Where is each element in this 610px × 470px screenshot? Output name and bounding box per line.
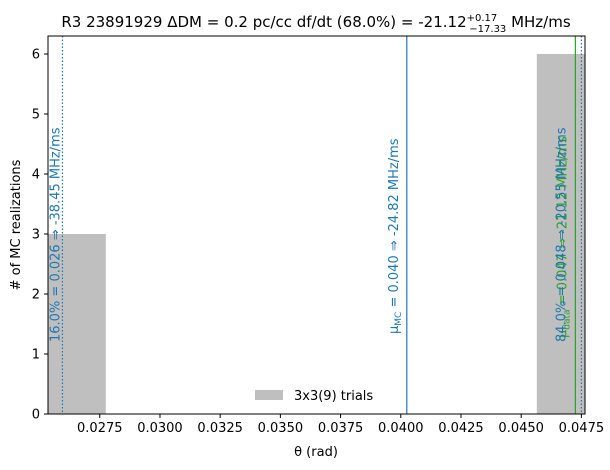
legend-swatch xyxy=(255,390,283,400)
vline-label-rest: = 0.040 ⇒ -24.82 MHz/ms xyxy=(387,138,402,311)
y-tick-label-5: 5 xyxy=(32,108,40,123)
y-tick-label-4: 4 xyxy=(32,168,40,183)
chart-title-main: R3 23891929 ΔDM = 0.2 pc/cc df/dt (68.0%… xyxy=(61,13,466,31)
vline-label-rest: = 0.047 ⇒ -21.12 MHz/ms xyxy=(555,136,570,309)
chart-title-sub: −17.33 xyxy=(469,24,506,35)
vlines-layer: 16.0% = 0.026 ⇒ -38.45 MHz/ms μMC = 0.040… xyxy=(48,36,582,414)
x-tick-label-6: 0.0425 xyxy=(438,421,484,436)
x-tick-label-4: 0.0375 xyxy=(318,421,364,436)
histogram-bar-1 xyxy=(536,54,585,414)
bars-layer xyxy=(48,54,585,414)
vline-label-1: μMC = 0.040 ⇒ -24.82 MHz/ms xyxy=(387,138,404,334)
chart-title: R3 23891929 ΔDM = 0.2 pc/cc df/dt (68.0%… xyxy=(61,13,570,35)
x-tick-label-8: 0.0475 xyxy=(559,421,605,436)
y-tick-label-2: 2 xyxy=(32,288,40,303)
x-tick-label-3: 0.0350 xyxy=(258,421,304,436)
y-tick-label-0: 0 xyxy=(32,408,40,423)
legend-label: 3x3(9) trials xyxy=(294,389,373,404)
x-tick-label-5: 0.0400 xyxy=(378,421,424,436)
y-tick-label-3: 3 xyxy=(32,228,40,243)
y-tick-label-6: 6 xyxy=(32,48,40,63)
x-tick-label-7: 0.0450 xyxy=(498,421,544,436)
y-axis-label: # of MC realizations xyxy=(9,159,24,290)
vline-label-mu: μ xyxy=(387,326,402,334)
vline-label-0: 16.0% = 0.026 ⇒ -38.45 MHz/ms xyxy=(48,127,63,342)
y-ticks: 0 1 2 3 4 5 6 xyxy=(32,48,48,423)
chart-title-sup: +0.17 xyxy=(467,13,498,24)
histogram-bar-0 xyxy=(48,234,106,414)
x-tick-label-2: 0.0325 xyxy=(197,421,243,436)
x-axis-label: θ (rad) xyxy=(294,445,338,460)
x-tick-label-1: 0.0300 xyxy=(137,421,183,436)
chart-title-unit: MHz/ms xyxy=(506,13,571,31)
vline-label-2: μdata = 0.047 ⇒ -21.12 MHz/ms xyxy=(555,136,572,338)
plot-frame xyxy=(47,35,586,415)
legend: 3x3(9) trials xyxy=(255,389,373,404)
x-ticks: 0.0275 0.0300 0.0325 0.0350 0.0375 0.0400 0.04… xyxy=(77,414,604,436)
vline-label-3: 84.0% = 0.048 ⇒ -20.55 MHz/ms xyxy=(554,127,569,342)
y-tick-label-1: 1 xyxy=(32,348,40,363)
vline-label-sub: MC xyxy=(394,312,404,326)
x-tick-label-0: 0.0275 xyxy=(77,421,123,436)
vline-label-mu: μ xyxy=(555,330,570,338)
vline-label-sub: data xyxy=(562,309,572,329)
